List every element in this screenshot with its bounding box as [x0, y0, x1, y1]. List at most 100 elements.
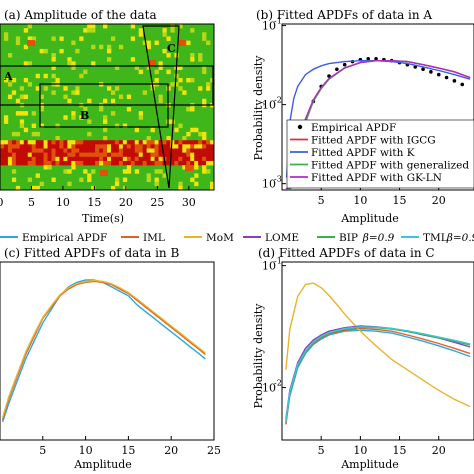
heatmap-cell: [71, 148, 76, 153]
heatmap-cell: [146, 156, 151, 162]
heatmap-cell: [158, 65, 163, 70]
legend-label: LOME: [265, 232, 299, 244]
heatmap-cell: [67, 160, 72, 166]
heatmap-cell: [87, 152, 92, 158]
heatmap-cell: [190, 77, 195, 83]
heatmap-cell: [146, 160, 151, 166]
heatmap-cell: [47, 148, 52, 153]
x-tick-label: 5: [39, 444, 46, 457]
x-tick-label: 15: [393, 444, 407, 457]
heatmap-cell: [118, 94, 124, 99]
heatmap-cell: [79, 144, 84, 149]
heatmap-cell: [158, 156, 163, 162]
heatmap-cell: [59, 148, 64, 153]
heatmap-cell: [142, 90, 147, 95]
heatmap-cell: [31, 148, 36, 153]
heatmap-cell: [67, 156, 72, 162]
legend-label-suffix: β=0.9: [362, 232, 395, 244]
heatmap-cell: [210, 156, 215, 162]
heatmap-cell: [87, 148, 92, 153]
legend-label: Fitted APDF with GK-LN: [311, 172, 442, 184]
heatmap-cell: [118, 44, 124, 50]
heatmap-cell: [99, 148, 104, 153]
heatmap-cell: [31, 185, 36, 191]
heatmap-cell: [114, 65, 120, 70]
heatmap-cell: [71, 152, 76, 158]
heatmap-cell: [95, 160, 100, 166]
heatmap-cell: [79, 156, 84, 162]
heatmap-cell: [11, 90, 17, 95]
heatmap-cell: [43, 144, 48, 149]
heatmap-cell: [138, 111, 143, 116]
heatmap-cell: [79, 73, 84, 79]
heatmap-cells: [0, 24, 215, 191]
heatmap-cell: [107, 160, 112, 166]
heatmap-cell: [87, 173, 92, 178]
heatmap-cell: [142, 160, 147, 166]
heatmap-cell: [35, 86, 40, 91]
heatmap-cell: [166, 36, 171, 41]
heatmap-cell: [103, 160, 108, 166]
heatmap-cell: [95, 152, 100, 158]
heatmap-cell: [87, 119, 92, 124]
heatmap-cell: [79, 36, 84, 41]
heatmap-cell: [206, 152, 211, 158]
legend-label: Fitted APDF with K: [311, 147, 415, 159]
heatmap-cell: [43, 148, 48, 153]
heatmap-cell: [194, 152, 199, 158]
heatmap-cell: [79, 115, 84, 120]
heatmap-cell: [71, 90, 76, 95]
heatmap-cell: [51, 140, 56, 145]
heatmap-cell: [146, 144, 151, 149]
heatmap-cell: [178, 152, 183, 158]
heatmap-cell: [178, 123, 183, 129]
heatmap-cell: [122, 144, 128, 149]
heatmap-cell: [130, 160, 136, 166]
heatmap-cell: [110, 185, 116, 191]
x-tick-label: 20: [432, 444, 446, 457]
heatmap-cell: [162, 173, 167, 178]
heatmap-cell: [114, 148, 120, 153]
heatmap-cell: [71, 160, 76, 166]
heatmap-cell: [23, 28, 29, 33]
heatmap-cell: [194, 173, 199, 178]
heatmap-cell: [178, 144, 183, 149]
heatmap-cell: [51, 148, 56, 153]
heatmap-cell: [27, 160, 33, 166]
panel-a: (a) Amplitude of the data A B C 0 5 10 15 20…: [0, 8, 215, 225]
heatmap-cell: [166, 148, 171, 153]
heatmap-frame: [0, 23, 215, 191]
region-a-box: [0, 65, 214, 106]
heatmap-cell: [15, 140, 21, 145]
heatmap-cell: [67, 61, 72, 66]
heatmap-cell: [210, 152, 215, 158]
heatmap-cell: [31, 144, 36, 149]
heatmap-cell: [126, 156, 132, 162]
heatmap-cell: [75, 90, 80, 95]
heatmap-cell: [154, 181, 159, 187]
heatmap-cell: [206, 160, 211, 166]
heatmap-cell: [114, 140, 120, 145]
heatmap-cell: [91, 61, 96, 66]
heatmap-cell: [182, 156, 187, 162]
heatmap-cell: [118, 144, 124, 149]
heatmap-cell: [114, 156, 120, 162]
heatmap-cell: [27, 156, 33, 162]
heatmap-cell: [206, 82, 211, 87]
heatmap-cell: [186, 156, 191, 162]
heatmap-cell: [19, 152, 25, 158]
heatmap-cell: [158, 94, 163, 99]
heatmap-cell: [174, 144, 179, 149]
heatmap-cell: [27, 82, 33, 87]
panel-c-ticks: 5 10 15 20 25: [39, 436, 221, 457]
heatmap-cell: [210, 181, 215, 187]
heatmap-cell: [202, 32, 207, 37]
heatmap-cell: [59, 156, 64, 162]
heatmap-cell: [178, 40, 186, 46]
heatmap-cell: [138, 32, 143, 37]
heatmap-cell: [43, 156, 48, 162]
heatmap-cell: [198, 57, 203, 62]
series-line-mom: [285, 282, 471, 408]
heatmap-cell: [174, 160, 179, 166]
heatmap-cell: [67, 57, 72, 62]
